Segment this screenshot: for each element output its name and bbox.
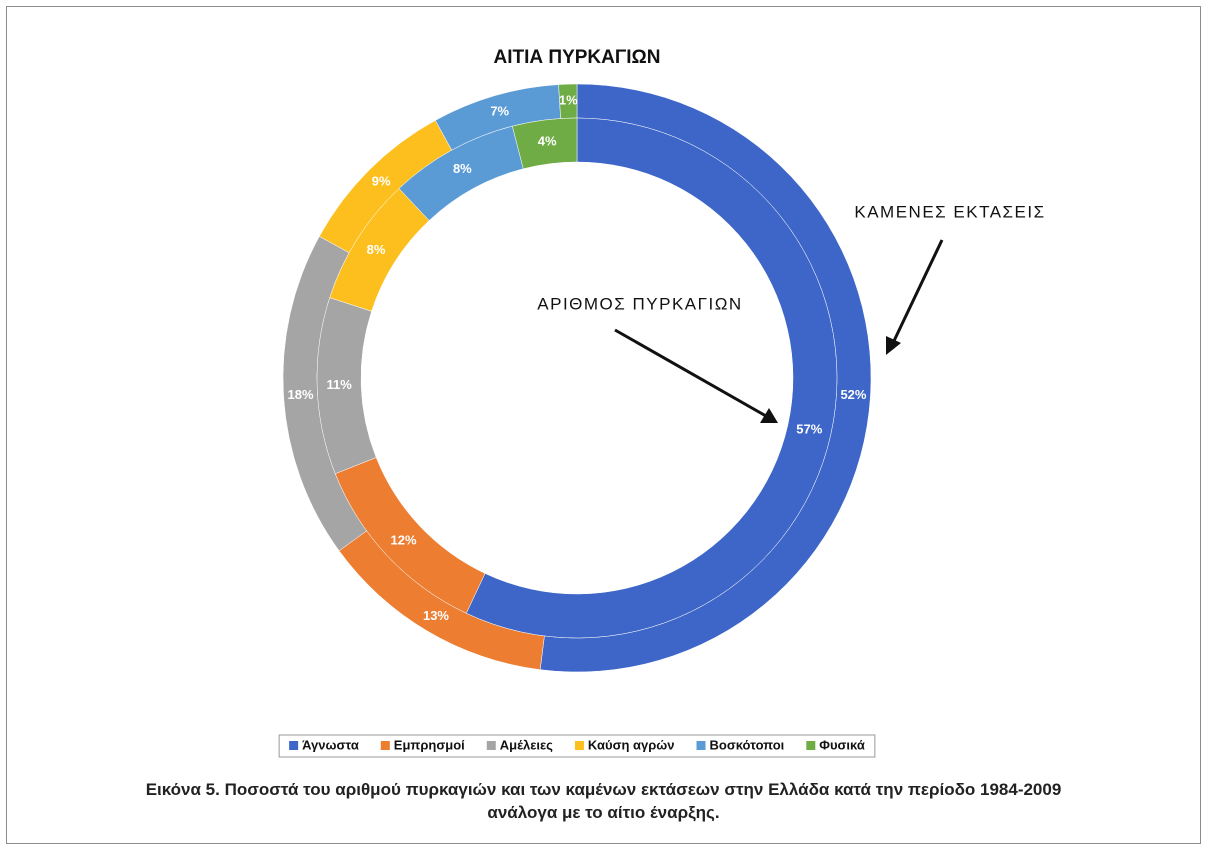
donut-segment <box>512 117 578 170</box>
data-label: 9% <box>372 174 391 189</box>
legend-label: Αμέλειες <box>500 737 553 752</box>
caption: ανάλογα με το αίτιο έναρξης. <box>487 803 720 822</box>
data-label: 8% <box>453 161 472 176</box>
data-label: 8% <box>367 242 386 257</box>
legend: Άγνωστα Εμπρησμοί Αμέλειες Καύση αγρών Βοσκό… <box>278 734 876 758</box>
legend-swatch <box>696 741 706 750</box>
arrow-head <box>760 408 778 423</box>
data-label: 1% <box>559 93 578 108</box>
arrow <box>614 328 767 418</box>
frame <box>6 6 1201 844</box>
data-label: 12% <box>390 532 416 547</box>
annotation: ΑΡΙΘΜΟΣ ΠΥΡΚΑΓΙΩΝ <box>537 294 742 313</box>
legend-swatch <box>574 741 584 750</box>
legend-swatch <box>486 741 496 750</box>
data-label: 57% <box>796 421 822 436</box>
annotation: ΚΑΜΕΝΕΣ ΕΚΤΑΣΕΙΣ <box>854 202 1045 221</box>
legend-label: Άγνωστα <box>302 737 359 752</box>
caption: Εικόνα 5. Ποσοστά του αριθμού πυρκαγιών … <box>145 780 1062 799</box>
legend-label: Καύση αγρών <box>588 737 675 752</box>
data-label: 18% <box>288 387 314 402</box>
data-label: 11% <box>326 377 352 392</box>
legend-swatch <box>806 741 816 750</box>
legend-swatch <box>289 741 299 750</box>
legend-box <box>278 734 876 758</box>
legend-label: Φυσικά <box>819 737 865 752</box>
arrow <box>891 239 944 344</box>
data-label: 7% <box>490 103 509 118</box>
legend-label: Εμπρησμοί <box>394 737 465 752</box>
arrow-head <box>886 336 901 355</box>
donut-segment <box>465 117 838 639</box>
chart-title: ΑΙΤΙΑ ΠΥΡΚΑΓΙΩΝ <box>493 47 660 68</box>
data-label: 4% <box>538 133 557 148</box>
legend-label: Βοσκότοποι <box>710 737 785 752</box>
data-label: 13% <box>423 608 449 623</box>
data-label: 52% <box>840 387 866 402</box>
legend-swatch <box>380 741 390 750</box>
